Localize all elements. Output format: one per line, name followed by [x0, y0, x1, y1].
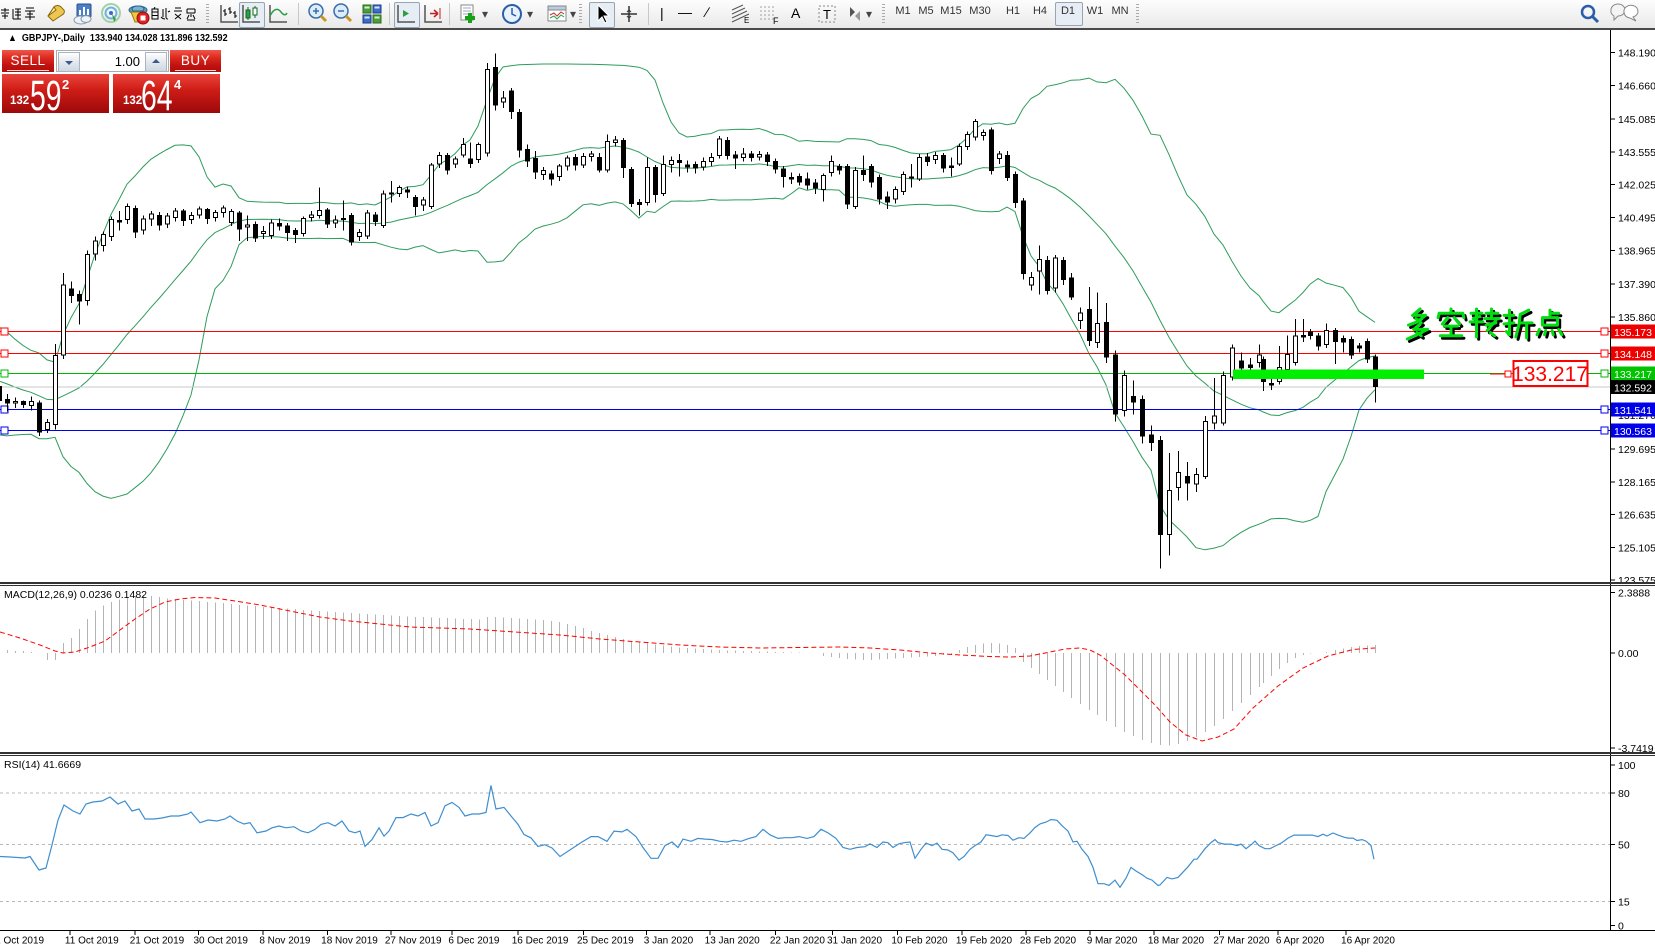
svg-text:3 Jan 2020: 3 Jan 2020 [644, 936, 694, 947]
svg-text:18 Nov 2019: 18 Nov 2019 [321, 936, 378, 947]
svg-text:135.860: 135.860 [1618, 312, 1655, 324]
svg-text:129.695: 129.695 [1618, 444, 1655, 456]
svg-text:134.148: 134.148 [1614, 349, 1652, 361]
svg-text:25 Dec 2019: 25 Dec 2019 [577, 936, 634, 947]
svg-text:100: 100 [1618, 760, 1636, 772]
svg-text:11 Oct 2019: 11 Oct 2019 [65, 936, 119, 947]
svg-text:MACD(12,26,9) 0.0236 0.1482: MACD(12,26,9) 0.0236 0.1482 [4, 589, 147, 601]
svg-text:9 Mar 2020: 9 Mar 2020 [1087, 936, 1138, 947]
svg-text:F: F [773, 16, 779, 26]
svg-text:126.635: 126.635 [1618, 510, 1655, 522]
svg-text:6 Apr 2020: 6 Apr 2020 [1276, 936, 1325, 947]
svg-text:146.660: 146.660 [1618, 80, 1655, 92]
svg-text:145.085: 145.085 [1618, 114, 1655, 126]
svg-text:80: 80 [1618, 788, 1630, 800]
svg-text:125.105: 125.105 [1618, 542, 1655, 554]
svg-text:0: 0 [1618, 921, 1624, 933]
svg-text:10 Feb 2020: 10 Feb 2020 [891, 936, 948, 947]
svg-text:27 Nov 2019: 27 Nov 2019 [385, 936, 442, 947]
svg-text:RSI(14) 41.6669: RSI(14) 41.6669 [4, 759, 81, 771]
svg-text:16 Apr 2020: 16 Apr 2020 [1341, 936, 1395, 947]
svg-text:138.965: 138.965 [1618, 245, 1655, 257]
svg-text:30 Oct 2019: 30 Oct 2019 [193, 936, 248, 947]
svg-text:8 Nov 2019: 8 Nov 2019 [259, 936, 311, 947]
svg-text:50: 50 [1618, 840, 1630, 852]
svg-text:E: E [744, 16, 749, 25]
svg-text:18 Mar 2020: 18 Mar 2020 [1148, 936, 1205, 947]
svg-text:131.541: 131.541 [1614, 405, 1652, 417]
svg-text:2.3888: 2.3888 [1618, 588, 1650, 600]
svg-text:133.217: 133.217 [1512, 363, 1588, 386]
svg-text:148.190: 148.190 [1618, 48, 1655, 60]
svg-text:140.495: 140.495 [1618, 213, 1655, 225]
svg-text:27 Mar 2020: 27 Mar 2020 [1213, 936, 1270, 947]
svg-text:15: 15 [1618, 897, 1630, 909]
svg-text:142.025: 142.025 [1618, 180, 1655, 192]
svg-text:13 Jan 2020: 13 Jan 2020 [705, 936, 760, 947]
svg-text:135.173: 135.173 [1614, 327, 1652, 339]
svg-text:133.217: 133.217 [1614, 369, 1652, 381]
svg-text:6 Dec 2019: 6 Dec 2019 [448, 936, 500, 947]
svg-text:143.555: 143.555 [1618, 147, 1655, 159]
svg-text:0.00: 0.00 [1618, 648, 1639, 660]
svg-text:T: T [823, 7, 831, 22]
svg-text:19 Feb 2020: 19 Feb 2020 [956, 936, 1013, 947]
svg-text:2 Oct 2019: 2 Oct 2019 [0, 936, 44, 947]
svg-text:123.575: 123.575 [1618, 575, 1655, 587]
svg-text:137.390: 137.390 [1618, 279, 1655, 291]
svg-text:31 Jan 2020: 31 Jan 2020 [827, 936, 882, 947]
svg-text:130.563: 130.563 [1614, 426, 1652, 438]
svg-text:28 Feb 2020: 28 Feb 2020 [1020, 936, 1077, 947]
svg-text:132.592: 132.592 [1614, 382, 1652, 394]
svg-text:21 Oct 2019: 21 Oct 2019 [130, 936, 185, 947]
svg-text:22 Jan 2020: 22 Jan 2020 [770, 936, 825, 947]
svg-text:128.165: 128.165 [1618, 477, 1655, 489]
svg-text:16 Dec 2019: 16 Dec 2019 [512, 936, 569, 947]
